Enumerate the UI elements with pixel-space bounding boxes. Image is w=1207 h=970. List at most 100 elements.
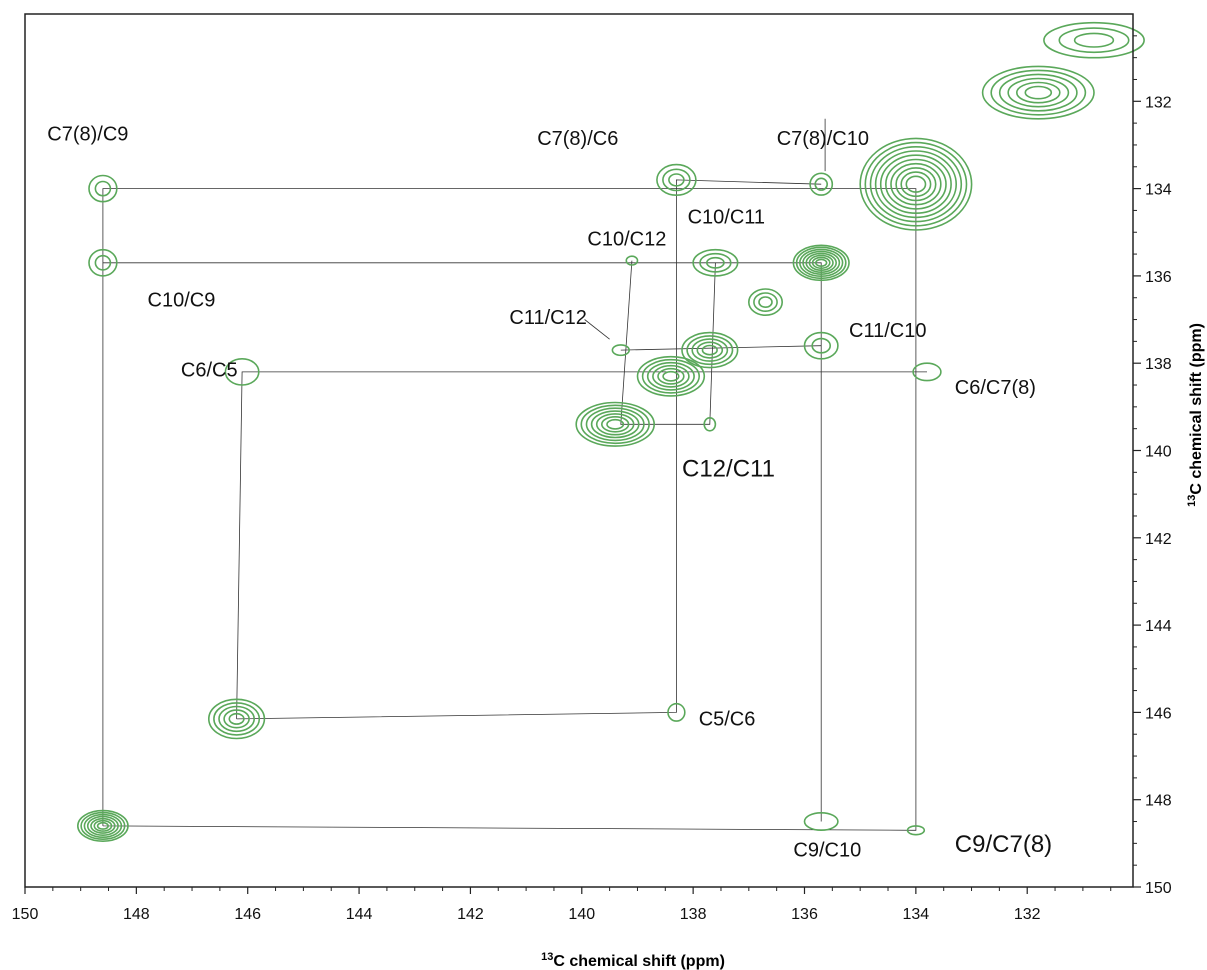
peak-15 (625, 255, 639, 266)
x-axis-ticks: 150 148 146 144 142 140 138 136 134 132 (12, 887, 1112, 923)
peak-11 (88, 248, 118, 277)
peak-3-level-3 (802, 250, 841, 275)
peak-20 (703, 416, 717, 432)
peak-5 (636, 355, 706, 397)
peak-8-level-0 (981, 65, 1095, 120)
correlation-line-4 (620, 260, 716, 425)
peak-14 (692, 248, 739, 277)
peak-6-level-0 (575, 401, 656, 447)
peak-4-level-2 (691, 338, 729, 362)
peak-2-level-6 (890, 162, 942, 206)
peak-0-level-1 (80, 811, 126, 841)
peak-1-level-0 (208, 698, 266, 740)
peak-16-level-0 (611, 344, 630, 357)
x-tick-label-1: 148 (123, 906, 150, 923)
peak-2 (859, 137, 973, 231)
peak-8-level-5 (1024, 85, 1053, 100)
peak-5-level-1 (641, 358, 701, 394)
peak-6 (575, 401, 656, 447)
peak-label-3: C7(8)/C6 (537, 128, 618, 150)
peak-23 (906, 825, 926, 836)
y-axis-label-superscript: 13 (1186, 495, 1198, 507)
peak-14-level-2 (706, 256, 725, 269)
y-axis-ticks: 132 134 136 138 140 142 144 146 148 150 (1133, 35, 1172, 897)
peak-8-level-4 (1016, 81, 1061, 104)
peak-19-level-0 (912, 362, 942, 382)
peak-4 (681, 331, 739, 369)
peak-2-level-8 (900, 171, 932, 198)
peak-labels: C7(8)/C9 C10/C9 C6/C5 C7(8)/C6 C7(8)/C10 C10/… (47, 124, 1052, 862)
peak-14-level-1 (699, 252, 732, 273)
peak-3-level-0 (792, 244, 850, 282)
peak-21-level-0 (667, 702, 686, 722)
x-tick-label-4: 142 (457, 906, 484, 923)
contour-peaks (77, 21, 1145, 843)
peak-2-level-5 (885, 158, 947, 210)
peak-3-level-1 (795, 246, 847, 280)
peak-3-level-4 (805, 252, 838, 273)
peak-3-level-6 (811, 256, 831, 269)
peak-10 (88, 174, 118, 203)
y-tick-label-9: 150 (1145, 880, 1172, 897)
peak-label-8: C11/C10 (849, 320, 926, 342)
peak-15-level-0 (625, 255, 639, 266)
peak-2-level-7 (895, 167, 937, 202)
y-axis-label: 13C chemical shift (ppm) (1186, 323, 1205, 507)
peak-6-level-3 (590, 410, 640, 439)
peak-2-level-3 (874, 150, 958, 219)
peak-5-level-2 (646, 361, 695, 391)
peak-label-13: C9/C7(8) (955, 831, 1052, 858)
peak-0-level-5 (93, 819, 113, 832)
peak-0-level-4 (90, 817, 116, 834)
y-tick-label-7: 146 (1145, 705, 1172, 722)
peak-16 (611, 344, 630, 357)
peak-9 (1043, 21, 1145, 59)
peak-6-level-4 (595, 413, 635, 436)
correlation-lines (102, 179, 927, 831)
peak-label-2: C6/C5 (181, 359, 238, 381)
y-tick-label-4: 140 (1145, 444, 1172, 461)
peak-0 (77, 809, 129, 843)
peak-1 (208, 698, 266, 740)
peak-0-level-3 (86, 815, 119, 837)
peak-8-level-3 (1007, 77, 1070, 108)
y-tick-label-3: 138 (1145, 356, 1172, 373)
peak-0-level-0 (77, 809, 129, 843)
peak-13-level-0 (809, 172, 834, 196)
peak-17 (803, 331, 839, 360)
x-tick-label-7: 136 (791, 906, 818, 923)
peak-label-6: C10/C11 (688, 207, 765, 229)
y-tick-label-2: 136 (1145, 269, 1172, 286)
x-tick-label-5: 140 (568, 906, 595, 923)
peak-12-level-1 (662, 168, 691, 192)
peak-5-level-4 (657, 367, 685, 385)
peak-5-level-5 (662, 370, 680, 382)
peak-3-level-7 (814, 258, 828, 267)
peak-label-12: C9/C10 (793, 839, 861, 861)
peak-label-11: C5/C6 (699, 709, 756, 731)
peak-9-level-0 (1043, 21, 1145, 59)
peak-0-level-2 (83, 813, 123, 839)
peak-label-0: C7(8)/C9 (47, 124, 128, 146)
peak-4-level-0 (681, 331, 739, 369)
peak-11-level-1 (94, 254, 112, 271)
label-leaders (584, 118, 826, 340)
x-tick-label-2: 146 (234, 906, 261, 923)
peak-1-level-2 (218, 705, 256, 733)
peak-label-5: C10/C12 (587, 228, 666, 250)
peak-9-level-2 (1073, 32, 1115, 48)
peak-20-level-0 (703, 416, 717, 432)
peak-8 (981, 65, 1095, 120)
peak-14-level-0 (692, 248, 739, 277)
peak-22 (803, 811, 839, 831)
y-tick-label-6: 144 (1145, 618, 1172, 635)
peak-7-level-2 (758, 296, 773, 308)
peak-17-level-0 (803, 331, 839, 360)
peak-6-level-5 (600, 415, 630, 433)
peak-3-level-2 (798, 248, 844, 277)
peak-2-level-2 (869, 145, 963, 223)
peak-2-level-0 (859, 137, 973, 231)
correlation-line-0 (102, 188, 917, 831)
peak-13 (809, 172, 834, 196)
